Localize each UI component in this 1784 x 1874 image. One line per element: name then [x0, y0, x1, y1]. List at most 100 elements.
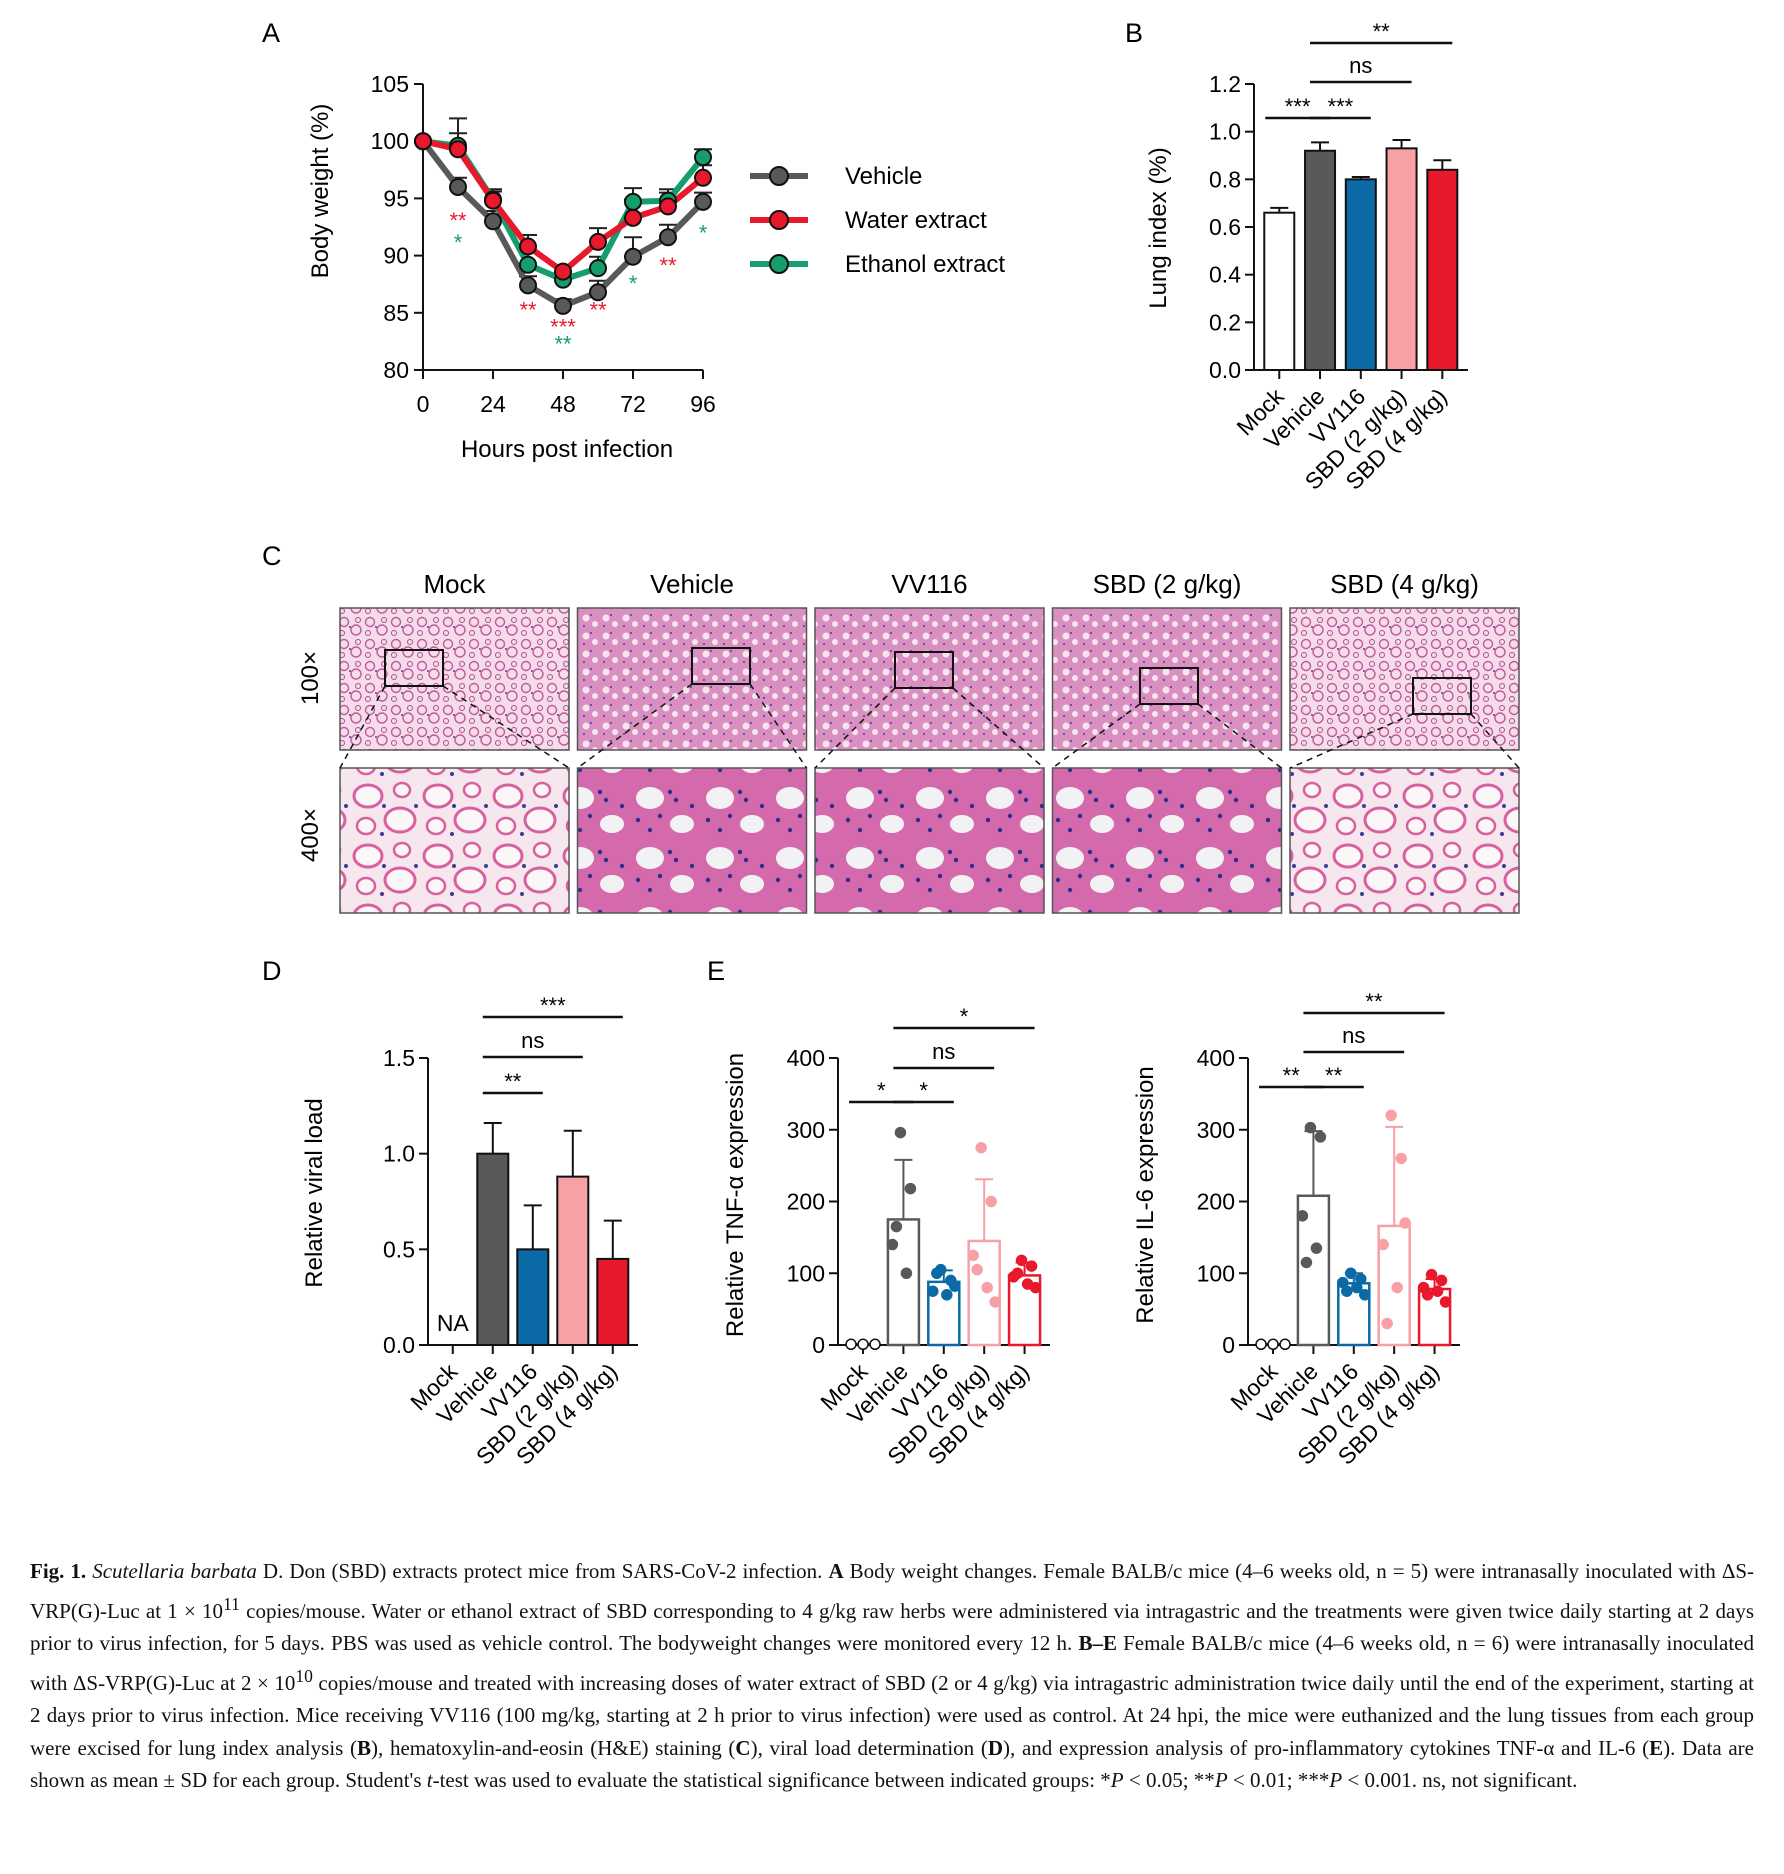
y-tick-label: 0: [1222, 1332, 1235, 1358]
data-point: [1314, 1131, 1327, 1143]
significance-label: ns: [932, 1039, 955, 1064]
histology-image-100x: [1289, 607, 1520, 751]
data-point: [694, 148, 712, 167]
histology-panel: Mock Vehicle VV116 SBD (2 g/kg) SBD (4 g/kg)…: [297, 569, 1520, 914]
data-point: [624, 247, 642, 266]
caption-text: copies/mouse and treated with increasing…: [30, 1670, 1755, 1760]
data-point: [869, 1338, 881, 1351]
caption-text: ), viral load determination (: [750, 1735, 988, 1760]
caption-text: ), hematoxylin-and-eosin (H&E) staining …: [371, 1735, 736, 1760]
body-weight-significance: ****************: [449, 208, 707, 357]
data-point: [554, 296, 572, 315]
y-tick-label: 100: [1197, 1260, 1235, 1286]
y-tick-label: 100: [371, 128, 409, 154]
data-point: [1029, 1281, 1042, 1294]
significance-mark: *: [699, 221, 708, 246]
zoom-connector: [749, 683, 808, 769]
data-point: [857, 1338, 869, 1351]
data-point: [519, 276, 537, 295]
data-point: [519, 255, 537, 274]
significance-label: **: [504, 1069, 522, 1094]
data-point: [1300, 1256, 1313, 1269]
caption-text: ), and expression analysis of pro-inflam…: [1003, 1735, 1650, 1760]
data-point: [624, 192, 642, 211]
caption-text: < 0.01; ***: [1227, 1768, 1330, 1792]
data-point: [894, 1126, 907, 1139]
histology-column-label: Vehicle: [650, 569, 734, 599]
tnf-alpha-chart: Relative TNF-α expression 0100200300400M…: [722, 1004, 1050, 1470]
y-tick-label: 1.0: [383, 1141, 415, 1167]
data-point: [1391, 1281, 1403, 1294]
caption-italic: t: [426, 1768, 433, 1792]
y-tick-label: 0.0: [1209, 357, 1241, 383]
zoom-region-box: [1412, 677, 1472, 715]
data-point: [1015, 1254, 1028, 1267]
significance-label: ***: [1285, 94, 1311, 119]
data-point: [659, 228, 677, 247]
data-point: [589, 232, 607, 251]
x-tick-label: 0: [417, 391, 430, 417]
zoom-connector: [442, 685, 570, 769]
y-tick-label: 105: [371, 71, 409, 97]
y-tick-label: 0.4: [1209, 262, 1241, 288]
bar: [556, 1175, 590, 1347]
zoom-connector: [1470, 713, 1520, 769]
y-tick-label: 1.0: [1209, 119, 1241, 145]
significance-mark: **: [519, 297, 537, 322]
significance-mark: *: [629, 271, 638, 296]
il6-chart: Relative IL-6 expression 0100200300400Mo…: [1132, 989, 1460, 1470]
significance-label: *: [877, 1078, 886, 1103]
legend-label: Ethanol extract: [845, 251, 1005, 278]
zoom-connector: [1052, 703, 1141, 769]
y-tick-label: 0.2: [1209, 309, 1241, 335]
significance-label: **: [1365, 989, 1383, 1014]
histology-image-400x: [576, 767, 808, 914]
data-point: [927, 1285, 939, 1297]
caption-ref-e: E: [1649, 1735, 1664, 1760]
bar: [1344, 178, 1377, 371]
bar: [886, 1218, 921, 1347]
data-point: [414, 132, 432, 151]
caption-italic: P: [1214, 1768, 1228, 1792]
data-point: [1421, 1289, 1434, 1301]
zoom-region-box: [691, 647, 751, 685]
data-point: [1341, 1285, 1353, 1297]
significance-mark: **: [659, 253, 677, 278]
data-point: [1267, 1338, 1279, 1351]
histology-image-400x: [1051, 767, 1283, 914]
y-tick-label: 90: [383, 243, 409, 269]
x-tick-label: 48: [550, 391, 576, 417]
body-weight-y-axis-label: Body weight (%): [307, 104, 334, 279]
legend-label: Vehicle: [845, 163, 922, 190]
significance-label: *: [919, 1078, 928, 1103]
data-point: [659, 197, 677, 216]
figure-caption: Fig. 1. Scutellaria barbata D. Don (SBD)…: [30, 1555, 1754, 1797]
data-point: [1296, 1210, 1309, 1222]
panel-letter-a: A: [262, 18, 280, 48]
significance-label: ns: [1342, 1023, 1365, 1048]
data-point: [904, 1182, 917, 1195]
caption-label: Fig. 1.: [30, 1559, 87, 1583]
data-point: [1377, 1238, 1389, 1251]
data-point: [1435, 1274, 1448, 1287]
data-point: [931, 1267, 943, 1279]
data-point: [886, 1238, 899, 1251]
viral-load-chart: Relative viral load 0.00.51.01.5MockVehi…: [301, 993, 638, 1470]
caption-italic: P: [1110, 1768, 1124, 1792]
caption-text: Body weight changes. Female BALB/c mice …: [30, 1559, 1754, 1623]
significance-mark: **: [449, 208, 467, 233]
panel-letter-c: C: [262, 541, 282, 571]
legend-marker: [769, 254, 789, 274]
caption-ref-b: B: [357, 1735, 372, 1760]
caption-species: Scutellaria barbata: [92, 1559, 257, 1583]
y-tick-label: 0.0: [383, 1332, 415, 1358]
bar: [1304, 149, 1337, 371]
caption-text: ). Data are shown as mean ± SD for each …: [30, 1735, 1754, 1793]
bar: [1263, 211, 1296, 371]
viral-load-y-axis-label: Relative viral load: [301, 1098, 328, 1287]
caption-text: < 0.05; **: [1123, 1768, 1215, 1792]
x-tick-label: 72: [620, 391, 646, 417]
figure-1: A 80 85 90 95 100 105 0 24 48 72 96 Body weight (%…: [262, 18, 1520, 1470]
zoom-connector: [814, 687, 896, 769]
